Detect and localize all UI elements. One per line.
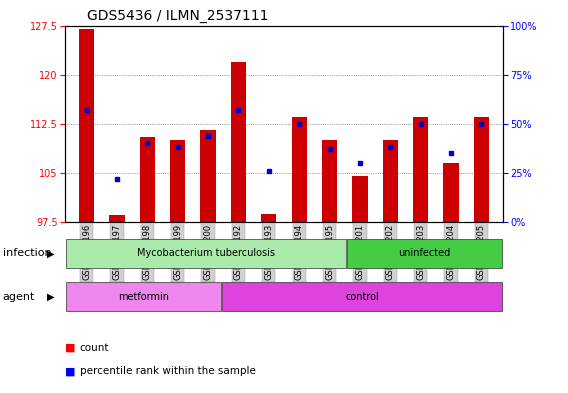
Text: ▶: ▶ bbox=[47, 248, 55, 259]
Text: ■: ■ bbox=[65, 343, 76, 353]
Bar bbox=[444, 163, 458, 222]
Bar bbox=[110, 215, 124, 222]
Bar bbox=[170, 140, 185, 222]
Bar bbox=[474, 117, 489, 222]
Text: ▶: ▶ bbox=[47, 292, 55, 302]
Bar bbox=[352, 176, 367, 222]
Bar bbox=[222, 282, 502, 311]
Bar bbox=[347, 239, 502, 268]
Text: metformin: metformin bbox=[118, 292, 169, 302]
Bar bbox=[201, 130, 216, 222]
Text: agent: agent bbox=[3, 292, 35, 302]
Text: uninfected: uninfected bbox=[399, 248, 450, 259]
Text: control: control bbox=[345, 292, 379, 302]
Bar bbox=[383, 140, 398, 222]
Bar bbox=[66, 282, 221, 311]
Bar bbox=[79, 29, 94, 222]
Text: count: count bbox=[80, 343, 109, 353]
Bar bbox=[413, 117, 428, 222]
Text: infection: infection bbox=[3, 248, 52, 259]
Bar bbox=[322, 140, 337, 222]
Text: percentile rank within the sample: percentile rank within the sample bbox=[80, 366, 256, 376]
Text: ■: ■ bbox=[65, 366, 76, 376]
Bar bbox=[231, 62, 246, 222]
Bar bbox=[291, 117, 307, 222]
Text: GDS5436 / ILMN_2537111: GDS5436 / ILMN_2537111 bbox=[87, 9, 269, 23]
Bar bbox=[140, 137, 155, 222]
Bar bbox=[66, 239, 346, 268]
Bar bbox=[261, 213, 277, 222]
Text: Mycobacterium tuberculosis: Mycobacterium tuberculosis bbox=[137, 248, 275, 259]
